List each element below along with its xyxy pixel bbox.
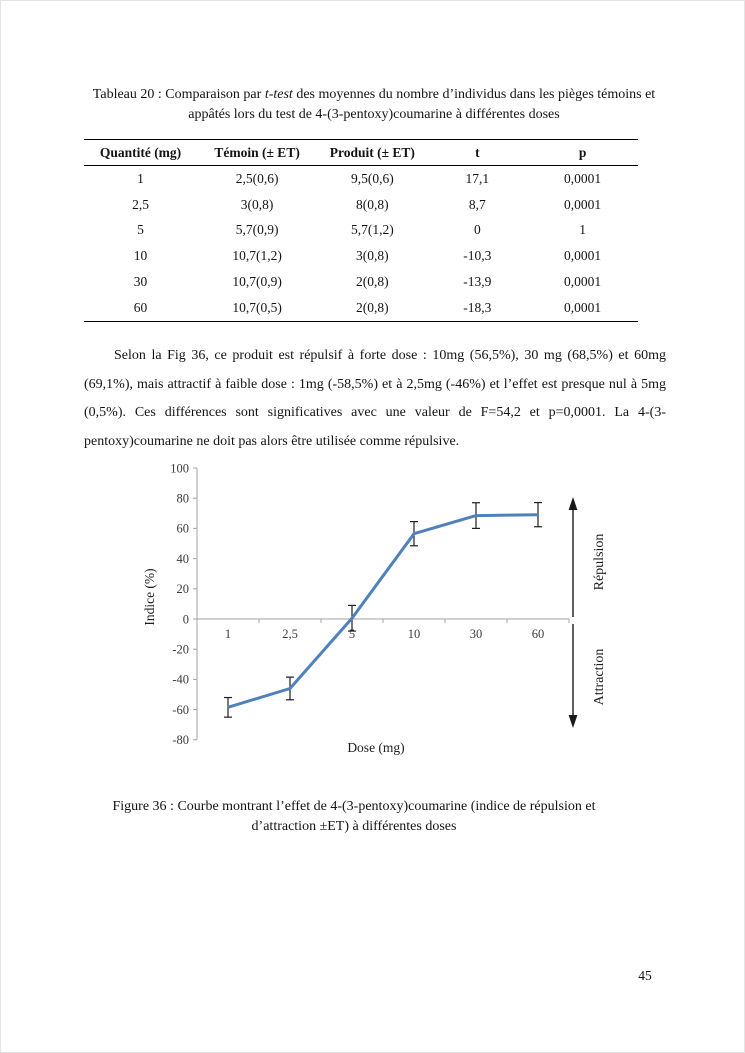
table-header-row: Quantité (mg) Témoin (± ET) Produit (± ET)… <box>84 139 638 166</box>
column-header: t <box>427 139 528 166</box>
table-row: 60 10,7(0,5) 2(0,8) -18,3 0,0001 <box>84 295 638 321</box>
table-cell: -13,9 <box>463 274 492 290</box>
y-tick-label: -60 <box>172 703 189 717</box>
page-number: 45 <box>638 968 652 983</box>
table-cell: 0,0001 <box>564 170 602 186</box>
table-row: 5 5,7(0,9) 5,7(1,2) 0 1 <box>84 218 638 244</box>
table-cell: 10,7(0,5) <box>232 299 282 315</box>
table-row: 30 10,7(0,9) 2(0,8) -13,9 0,0001 <box>84 269 638 295</box>
y-tick-label: 0 <box>183 612 189 626</box>
table-title-italic: t-test <box>264 87 293 102</box>
table-cell: 8(0,8) <box>356 196 389 212</box>
body-paragraph: Selon la Fig 36, ce produit est répulsif… <box>84 348 666 449</box>
table-cell: 0,0001 <box>564 274 602 290</box>
x-tick-label: 30 <box>470 627 483 641</box>
table-cell: 9,5(0,6) <box>350 170 394 186</box>
y-tick-label: 80 <box>177 492 190 506</box>
repulsion-label: Répulsion <box>592 534 607 591</box>
table-cell: 3(0,8) <box>356 248 389 264</box>
table-cell: -18,3 <box>463 299 492 315</box>
y-tick-label: 20 <box>177 582 190 596</box>
repulsion-arrowhead-icon <box>568 497 578 510</box>
figure-chart: 100 80 60 40 20 0 -20 -40 -60 -80 1 2,5 5 10 30 60 Répul… <box>142 461 607 755</box>
table-cell: 0,0001 <box>564 248 602 264</box>
table-cell: 0 <box>473 222 481 238</box>
y-tick-label: 60 <box>177 522 190 536</box>
x-tick-label: 2,5 <box>282 627 298 641</box>
table-cell: 2(0,8) <box>356 274 389 290</box>
table-cell: 0,0001 <box>564 196 602 212</box>
table-cell: 10,7(0,9) <box>232 274 282 290</box>
table-title-prefix: Tableau 20 : Comparaison par <box>92 87 265 102</box>
table-cell: 5,7(1,2) <box>350 222 394 238</box>
table-title: Tableau 20 : Comparaison par t-test des … <box>89 85 659 124</box>
table-cell: 0,0001 <box>564 299 602 315</box>
y-tick-label: -40 <box>172 673 189 687</box>
attraction-arrowhead-icon <box>568 715 578 728</box>
table-cell: 60 <box>133 299 148 315</box>
results-table: Quantité (mg) Témoin (± ET) Produit (± ET)… <box>84 139 638 322</box>
table-title-suffix: des moyennes du nombre d’individus dans … <box>188 87 656 122</box>
table-cell: 10,7(1,2) <box>232 248 282 264</box>
table-cell: 17,1 <box>465 170 490 186</box>
table-row: 10 10,7(1,2) 3(0,8) -10,3 0,0001 <box>84 243 638 269</box>
y-tick-label: 100 <box>170 461 189 475</box>
table-cell: 2(0,8) <box>356 299 389 315</box>
attraction-label: Attraction <box>592 649 607 706</box>
column-header: Quantité (mg) <box>84 139 198 166</box>
table-cell: 1 <box>137 170 144 186</box>
table-cell: 3(0,8) <box>240 196 274 212</box>
table-cell: 5,7(0,9) <box>235 222 279 238</box>
x-axis-title: Dose (mg) <box>347 740 404 755</box>
y-tick-label: -80 <box>172 733 189 747</box>
column-header: Produit (± ET) <box>317 139 428 166</box>
column-header: p <box>527 139 638 166</box>
table-cell: 30 <box>133 274 148 290</box>
x-tick-label: 1 <box>225 627 231 641</box>
x-tick-label: 5 <box>349 627 355 641</box>
series-line <box>227 513 539 709</box>
table-cell: -10,3 <box>463 248 492 264</box>
y-tick-label: 40 <box>177 552 190 566</box>
column-header: Témoin (± ET) <box>197 139 318 166</box>
table-row: 1 2,5(0,6) 9,5(0,6) 17,1 0,0001 <box>84 166 638 192</box>
figure-36-chart: 100 80 60 40 20 0 -20 -40 -60 -80 1 2,5 5 10 30 60 Répul… <box>139 454 609 766</box>
table-row: 2,5 3(0,8) 8(0,8) 8,7 0,0001 <box>84 192 638 218</box>
figure-caption: Figure 36 : Courbe montrant l’effet de 4… <box>112 799 596 834</box>
y-axis-title: Indice (%) <box>142 568 157 625</box>
x-tick-label: 60 <box>532 627 545 641</box>
results-table-body: 1 2,5(0,6) 9,5(0,6) 17,1 0,0001 2,5 3(0,8) 8(0,… <box>84 166 638 322</box>
y-tick-label: -20 <box>172 643 189 657</box>
table-cell: 1 <box>579 222 586 238</box>
table-cell: 5 <box>137 222 144 238</box>
x-tick-label: 10 <box>408 627 421 641</box>
table-cell: 8,7 <box>468 196 486 212</box>
table-cell: 10 <box>133 248 148 264</box>
table-cell: 2,5 <box>132 196 149 212</box>
table-cell: 2,5(0,6) <box>235 170 279 186</box>
